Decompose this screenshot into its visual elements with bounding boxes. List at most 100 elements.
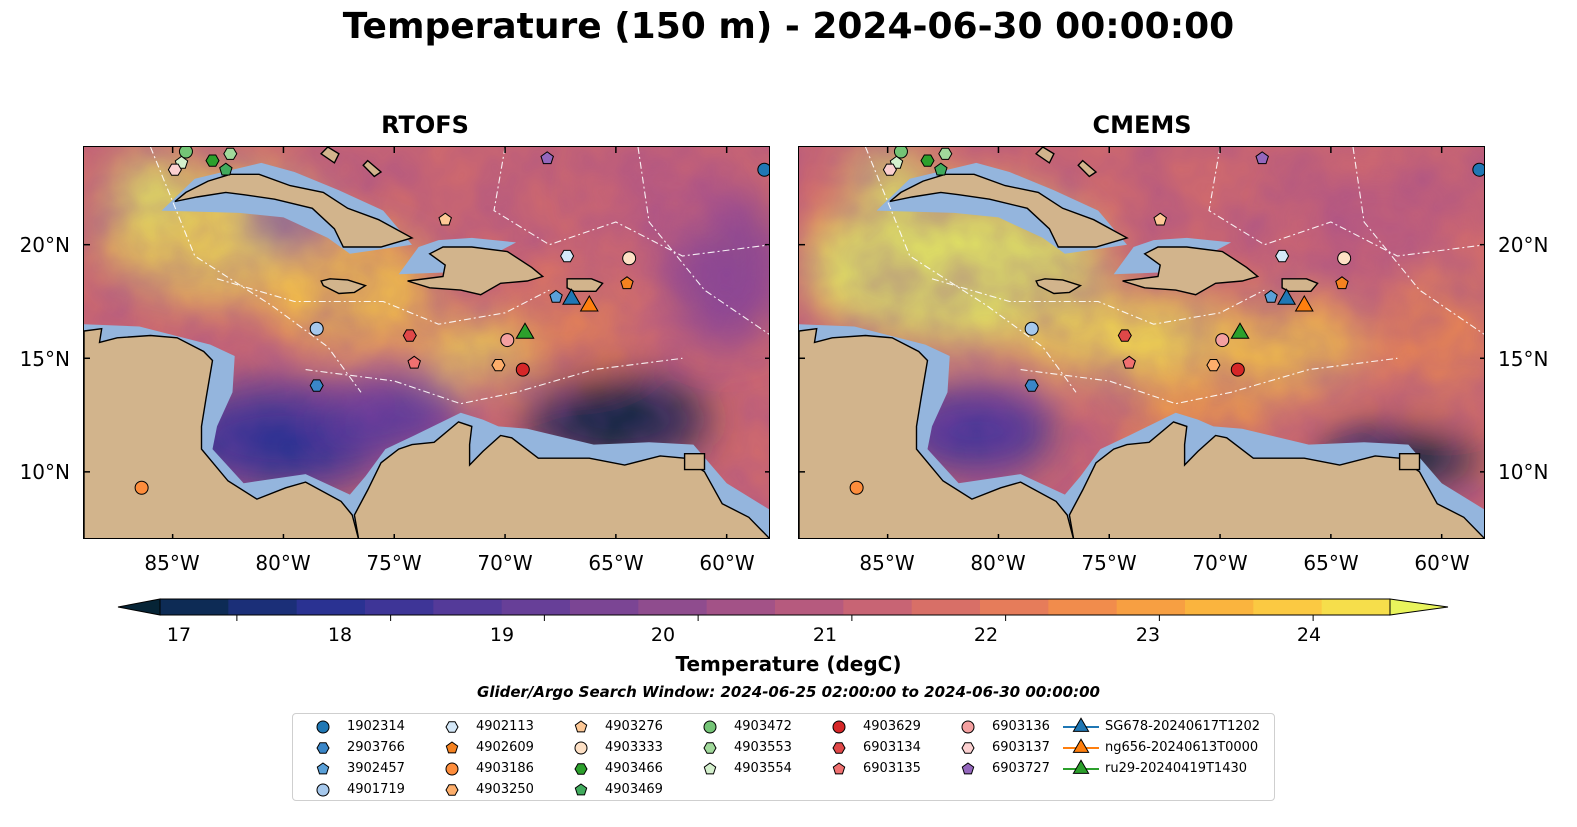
land-bahamas2 bbox=[1077, 159, 1098, 178]
platform-marker-4903333 bbox=[622, 251, 637, 266]
legend-marker-circle-icon bbox=[961, 720, 975, 734]
legend-label: 4903554 bbox=[734, 761, 792, 776]
land-south-america bbox=[353, 421, 769, 538]
platform-marker-4903250 bbox=[1206, 359, 1221, 372]
lat-label-10n-right: 10°N bbox=[1498, 460, 1549, 484]
colorbar-segment bbox=[1321, 599, 1391, 615]
rtofs-temperature-map bbox=[83, 146, 770, 539]
legend-label: ru29-20240419T1430 bbox=[1105, 761, 1248, 776]
platform-marker-4903553 bbox=[223, 147, 238, 160]
legend-marker-hexagon-icon bbox=[445, 721, 459, 733]
platform-marker-6903137 bbox=[882, 163, 897, 176]
legend-label: 4903553 bbox=[734, 740, 792, 755]
colorbar-segment bbox=[570, 599, 639, 615]
land-trinidad bbox=[1398, 453, 1421, 471]
colorbar-max-extension bbox=[1389, 598, 1449, 616]
platform-marker-4902609 bbox=[620, 276, 634, 290]
colorbar-segment bbox=[1116, 599, 1186, 615]
platform-marker-6903136 bbox=[1215, 333, 1230, 348]
land-bahamas1 bbox=[1035, 147, 1055, 164]
platform-marker-4903466 bbox=[205, 154, 220, 167]
colorbar-tick-23: 23 bbox=[1135, 624, 1161, 646]
colorbar-min-extension bbox=[117, 598, 161, 616]
legend-marker-circle-icon bbox=[574, 741, 588, 755]
legend-marker-pentagon-icon bbox=[703, 762, 717, 775]
legend-marker-hexagon-icon bbox=[703, 742, 717, 754]
lon-label-65w: 65°W bbox=[588, 551, 644, 575]
legend-marker-hexagon-icon bbox=[832, 742, 846, 754]
eez-boundary bbox=[931, 278, 1265, 325]
legend-label: 6903137 bbox=[992, 740, 1050, 755]
eez-boundary bbox=[864, 147, 1077, 393]
colorbar-tick-17: 17 bbox=[166, 624, 192, 646]
platform-marker-4903553 bbox=[938, 147, 953, 160]
platform-marker-sg678-20240617t1202 bbox=[562, 288, 582, 305]
land-bahamas2 bbox=[362, 159, 383, 178]
land-hispaniola bbox=[1122, 246, 1260, 296]
legend-marker-pentagon-icon bbox=[961, 762, 975, 775]
colorbar-tick-18: 18 bbox=[327, 624, 353, 646]
colorbar-segment bbox=[775, 599, 844, 615]
platform-marker-4903250 bbox=[491, 359, 506, 372]
platform-marker-4903629 bbox=[515, 362, 530, 377]
legend-marker-circle-icon bbox=[832, 720, 846, 734]
eez-boundary bbox=[493, 147, 769, 257]
legend-marker-pentagon-icon bbox=[445, 741, 459, 754]
colorbar-segment bbox=[1048, 599, 1118, 615]
eez-boundary bbox=[216, 278, 550, 325]
platform-marker-4903469 bbox=[219, 162, 233, 176]
legend-marker-circle-icon bbox=[703, 720, 717, 734]
platform-marker-6903727 bbox=[540, 151, 554, 165]
lat-label-15n: 15°N bbox=[19, 347, 70, 371]
land-jamaica bbox=[320, 278, 368, 295]
legend-marker-triangle-icon bbox=[1072, 759, 1090, 774]
colorbar-segment bbox=[228, 599, 298, 615]
legend-label: 4902609 bbox=[476, 740, 534, 755]
platform-marker-4903186 bbox=[134, 480, 149, 495]
eez-boundary bbox=[149, 147, 362, 393]
land-puerto-rico bbox=[566, 278, 604, 292]
legend-marker-pentagon-icon bbox=[832, 762, 846, 775]
land-jamaica bbox=[1035, 278, 1083, 295]
platform-marker-4901719 bbox=[1024, 321, 1039, 336]
platform-marker-6903137 bbox=[167, 163, 182, 176]
legend-label: 4903629 bbox=[863, 719, 921, 734]
platform-marker-2903766 bbox=[1024, 379, 1039, 392]
colorbar-segment bbox=[1253, 599, 1323, 615]
legend-label: 1902314 bbox=[347, 719, 405, 734]
colorbar-segment bbox=[160, 599, 229, 615]
platform-marker-1902314 bbox=[1472, 162, 1484, 177]
legend-label: SG678-20240617T1202 bbox=[1105, 719, 1261, 734]
platform-marker-4903472 bbox=[893, 147, 908, 159]
colorbar-segment bbox=[433, 599, 503, 615]
platform-marker-4903186 bbox=[849, 480, 864, 495]
cmems-temperature-map bbox=[798, 146, 1485, 539]
legend-marker-circle-icon bbox=[316, 783, 330, 797]
lon-label-80w: 80°W bbox=[255, 551, 311, 575]
panel-title-cmems: CMEMS bbox=[1092, 111, 1192, 139]
legend-label: 6903136 bbox=[992, 719, 1050, 734]
lon-label-60w-cmems: 60°W bbox=[1414, 551, 1470, 575]
platform-marker-6903135 bbox=[1122, 355, 1136, 369]
colorbar-segment bbox=[296, 599, 366, 615]
legend-label: 4902113 bbox=[476, 719, 534, 734]
legend-label: 2903766 bbox=[347, 740, 405, 755]
eez-boundary bbox=[305, 357, 683, 405]
legend-label: 4903333 bbox=[605, 740, 663, 755]
search-window-note: Glider/Argo Search Window: 2024-06-25 02… bbox=[477, 683, 1100, 701]
platform-marker-6903727 bbox=[1255, 151, 1269, 165]
land-south-america bbox=[1068, 421, 1484, 538]
platform-legend: 1902314 2903766 3902457 4901719 4902113 49026… bbox=[292, 713, 1275, 801]
colorbar-label: Temperature (degC) bbox=[675, 652, 902, 676]
lon-label-65w-cmems: 65°W bbox=[1303, 551, 1359, 575]
lat-label-10n: 10°N bbox=[19, 460, 70, 484]
legend-marker-hexagon-icon bbox=[316, 742, 330, 754]
lon-label-80w-cmems: 80°W bbox=[970, 551, 1026, 575]
lon-label-85w-cmems: 85°W bbox=[859, 551, 915, 575]
legend-marker-circle-icon bbox=[316, 720, 330, 734]
colorbar-tick-19: 19 bbox=[489, 624, 515, 646]
platform-marker-ru29-20240419t1430 bbox=[1230, 322, 1250, 339]
legend-marker-triangle-icon bbox=[1072, 738, 1090, 753]
lon-label-75w-cmems: 75°W bbox=[1081, 551, 1137, 575]
colorbar-tick-22: 22 bbox=[973, 624, 999, 646]
